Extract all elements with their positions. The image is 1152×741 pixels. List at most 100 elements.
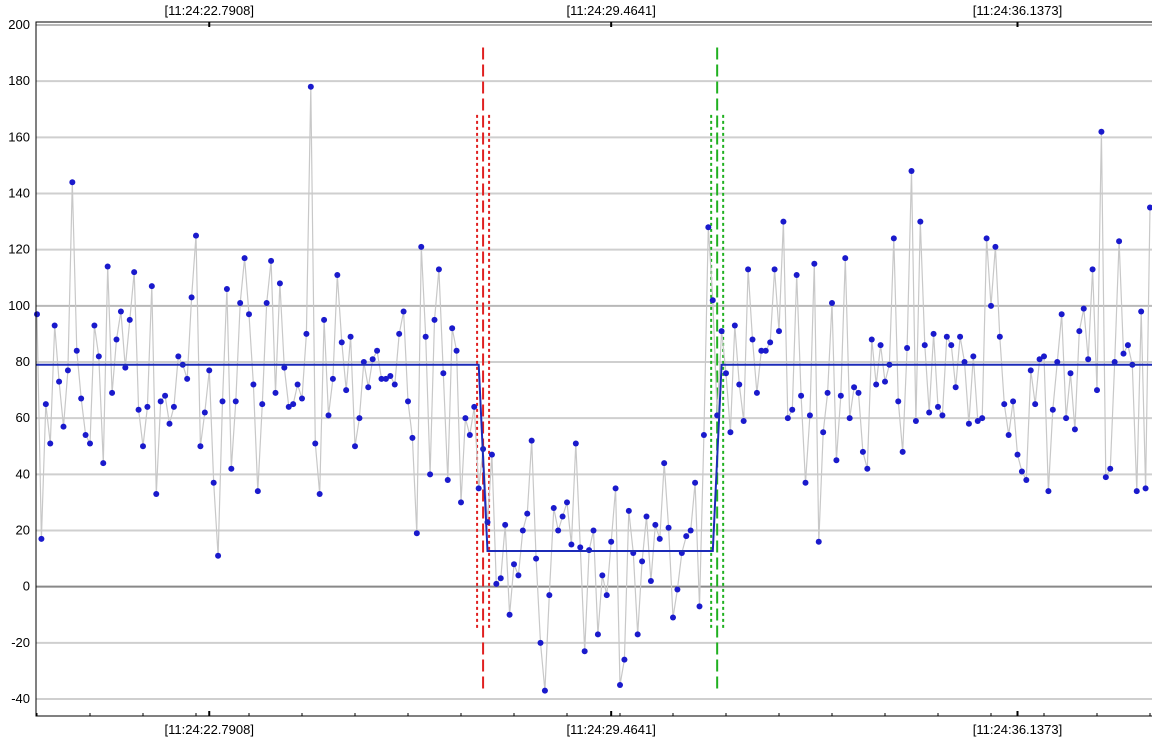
sample-point	[215, 552, 222, 559]
sample-point	[1120, 350, 1127, 357]
sample-point	[431, 316, 438, 323]
sample-point	[948, 342, 955, 349]
sample-point	[241, 255, 248, 262]
sample-point	[254, 488, 261, 495]
sample-point	[868, 336, 875, 343]
sample-point	[895, 398, 902, 405]
sample-point	[246, 311, 252, 318]
sample-point	[95, 353, 102, 360]
sample-point	[462, 415, 469, 422]
sample-point	[736, 381, 743, 388]
sample-point	[1049, 406, 1056, 413]
sample-point	[360, 359, 367, 365]
sample-point	[851, 384, 858, 391]
sample-point	[250, 381, 257, 388]
sample-point	[131, 269, 138, 276]
sample-point	[175, 353, 182, 360]
sample-point	[290, 401, 297, 408]
step-fit-layer	[36, 363, 1152, 552]
y-tick-label: 200	[8, 17, 30, 32]
sample-point	[400, 308, 407, 315]
sample-point	[753, 389, 760, 396]
sample-point	[709, 297, 716, 304]
sample-point	[1014, 451, 1021, 458]
sample-point	[1094, 387, 1100, 394]
sample-point	[440, 370, 447, 377]
sample-point	[612, 485, 619, 492]
sample-point	[329, 375, 336, 382]
sample-point	[64, 367, 71, 374]
y-tick-label: 100	[8, 298, 30, 313]
sample-point	[338, 339, 345, 346]
y-tick-label: 80	[16, 354, 30, 369]
sample-point	[723, 370, 729, 377]
sample-point	[564, 499, 570, 506]
sample-point	[572, 440, 579, 447]
y-tick-label: 0	[23, 579, 30, 594]
y-tick-label: -20	[11, 635, 30, 650]
sample-point	[1023, 476, 1030, 483]
sample-point	[219, 398, 226, 405]
sample-point	[157, 398, 164, 405]
sample-point	[511, 561, 517, 568]
sample-point	[798, 392, 805, 399]
sample-point	[974, 417, 981, 424]
sample-point	[1032, 401, 1039, 408]
y-tick-label: 160	[8, 129, 30, 144]
sample-points-layer	[34, 83, 1152, 694]
sample-point	[1142, 485, 1149, 492]
sample-point	[78, 395, 85, 402]
sample-point	[1116, 238, 1123, 245]
y-tick-label: 20	[16, 523, 30, 538]
sample-point	[69, 179, 76, 186]
y-tick-label: -40	[11, 691, 30, 706]
sample-point	[683, 533, 690, 540]
sample-point	[87, 440, 93, 447]
sample-point	[930, 330, 937, 337]
sample-point	[687, 527, 694, 534]
sample-point	[824, 389, 831, 396]
sample-point	[829, 300, 835, 307]
sample-point	[259, 401, 266, 408]
sample-point	[193, 232, 199, 239]
sample-point	[427, 471, 434, 478]
sample-point	[321, 316, 328, 323]
x-axis-ticks: [11:24:22.7908] [11:24:22.7908] [11:24:29.…	[36, 3, 1151, 737]
sample-point	[864, 465, 871, 472]
sample-point	[625, 507, 632, 514]
sample-point	[153, 490, 160, 497]
sample-point	[188, 294, 195, 301]
sample-point	[109, 389, 116, 396]
sample-point	[325, 412, 332, 419]
sample-point	[599, 572, 606, 579]
sample-point	[568, 541, 575, 548]
sample-point	[117, 308, 124, 315]
x-tick-label-bottom: [11:24:22.7908]	[165, 722, 254, 737]
sample-point	[581, 648, 588, 655]
sample-point	[952, 384, 959, 391]
sample-point	[890, 235, 897, 242]
sample-point	[519, 527, 526, 534]
sample-point	[859, 448, 866, 455]
sample-point	[643, 513, 650, 520]
sample-point	[762, 347, 769, 354]
sample-line	[36, 86, 1151, 691]
sample-point	[170, 403, 177, 410]
sample-point	[784, 415, 791, 422]
sample-point	[56, 378, 63, 385]
sample-point	[882, 378, 888, 385]
sample-point	[921, 342, 928, 349]
sample-point	[369, 356, 376, 363]
sample-point	[665, 524, 672, 531]
sample-point	[899, 448, 906, 455]
sample-point	[1080, 305, 1087, 312]
sample-point	[223, 285, 230, 292]
sample-point	[396, 330, 403, 337]
sample-point	[1102, 474, 1109, 481]
sample-point	[449, 325, 456, 332]
sample-point	[524, 510, 531, 517]
sample-point	[206, 367, 213, 374]
sample-point	[272, 389, 279, 396]
